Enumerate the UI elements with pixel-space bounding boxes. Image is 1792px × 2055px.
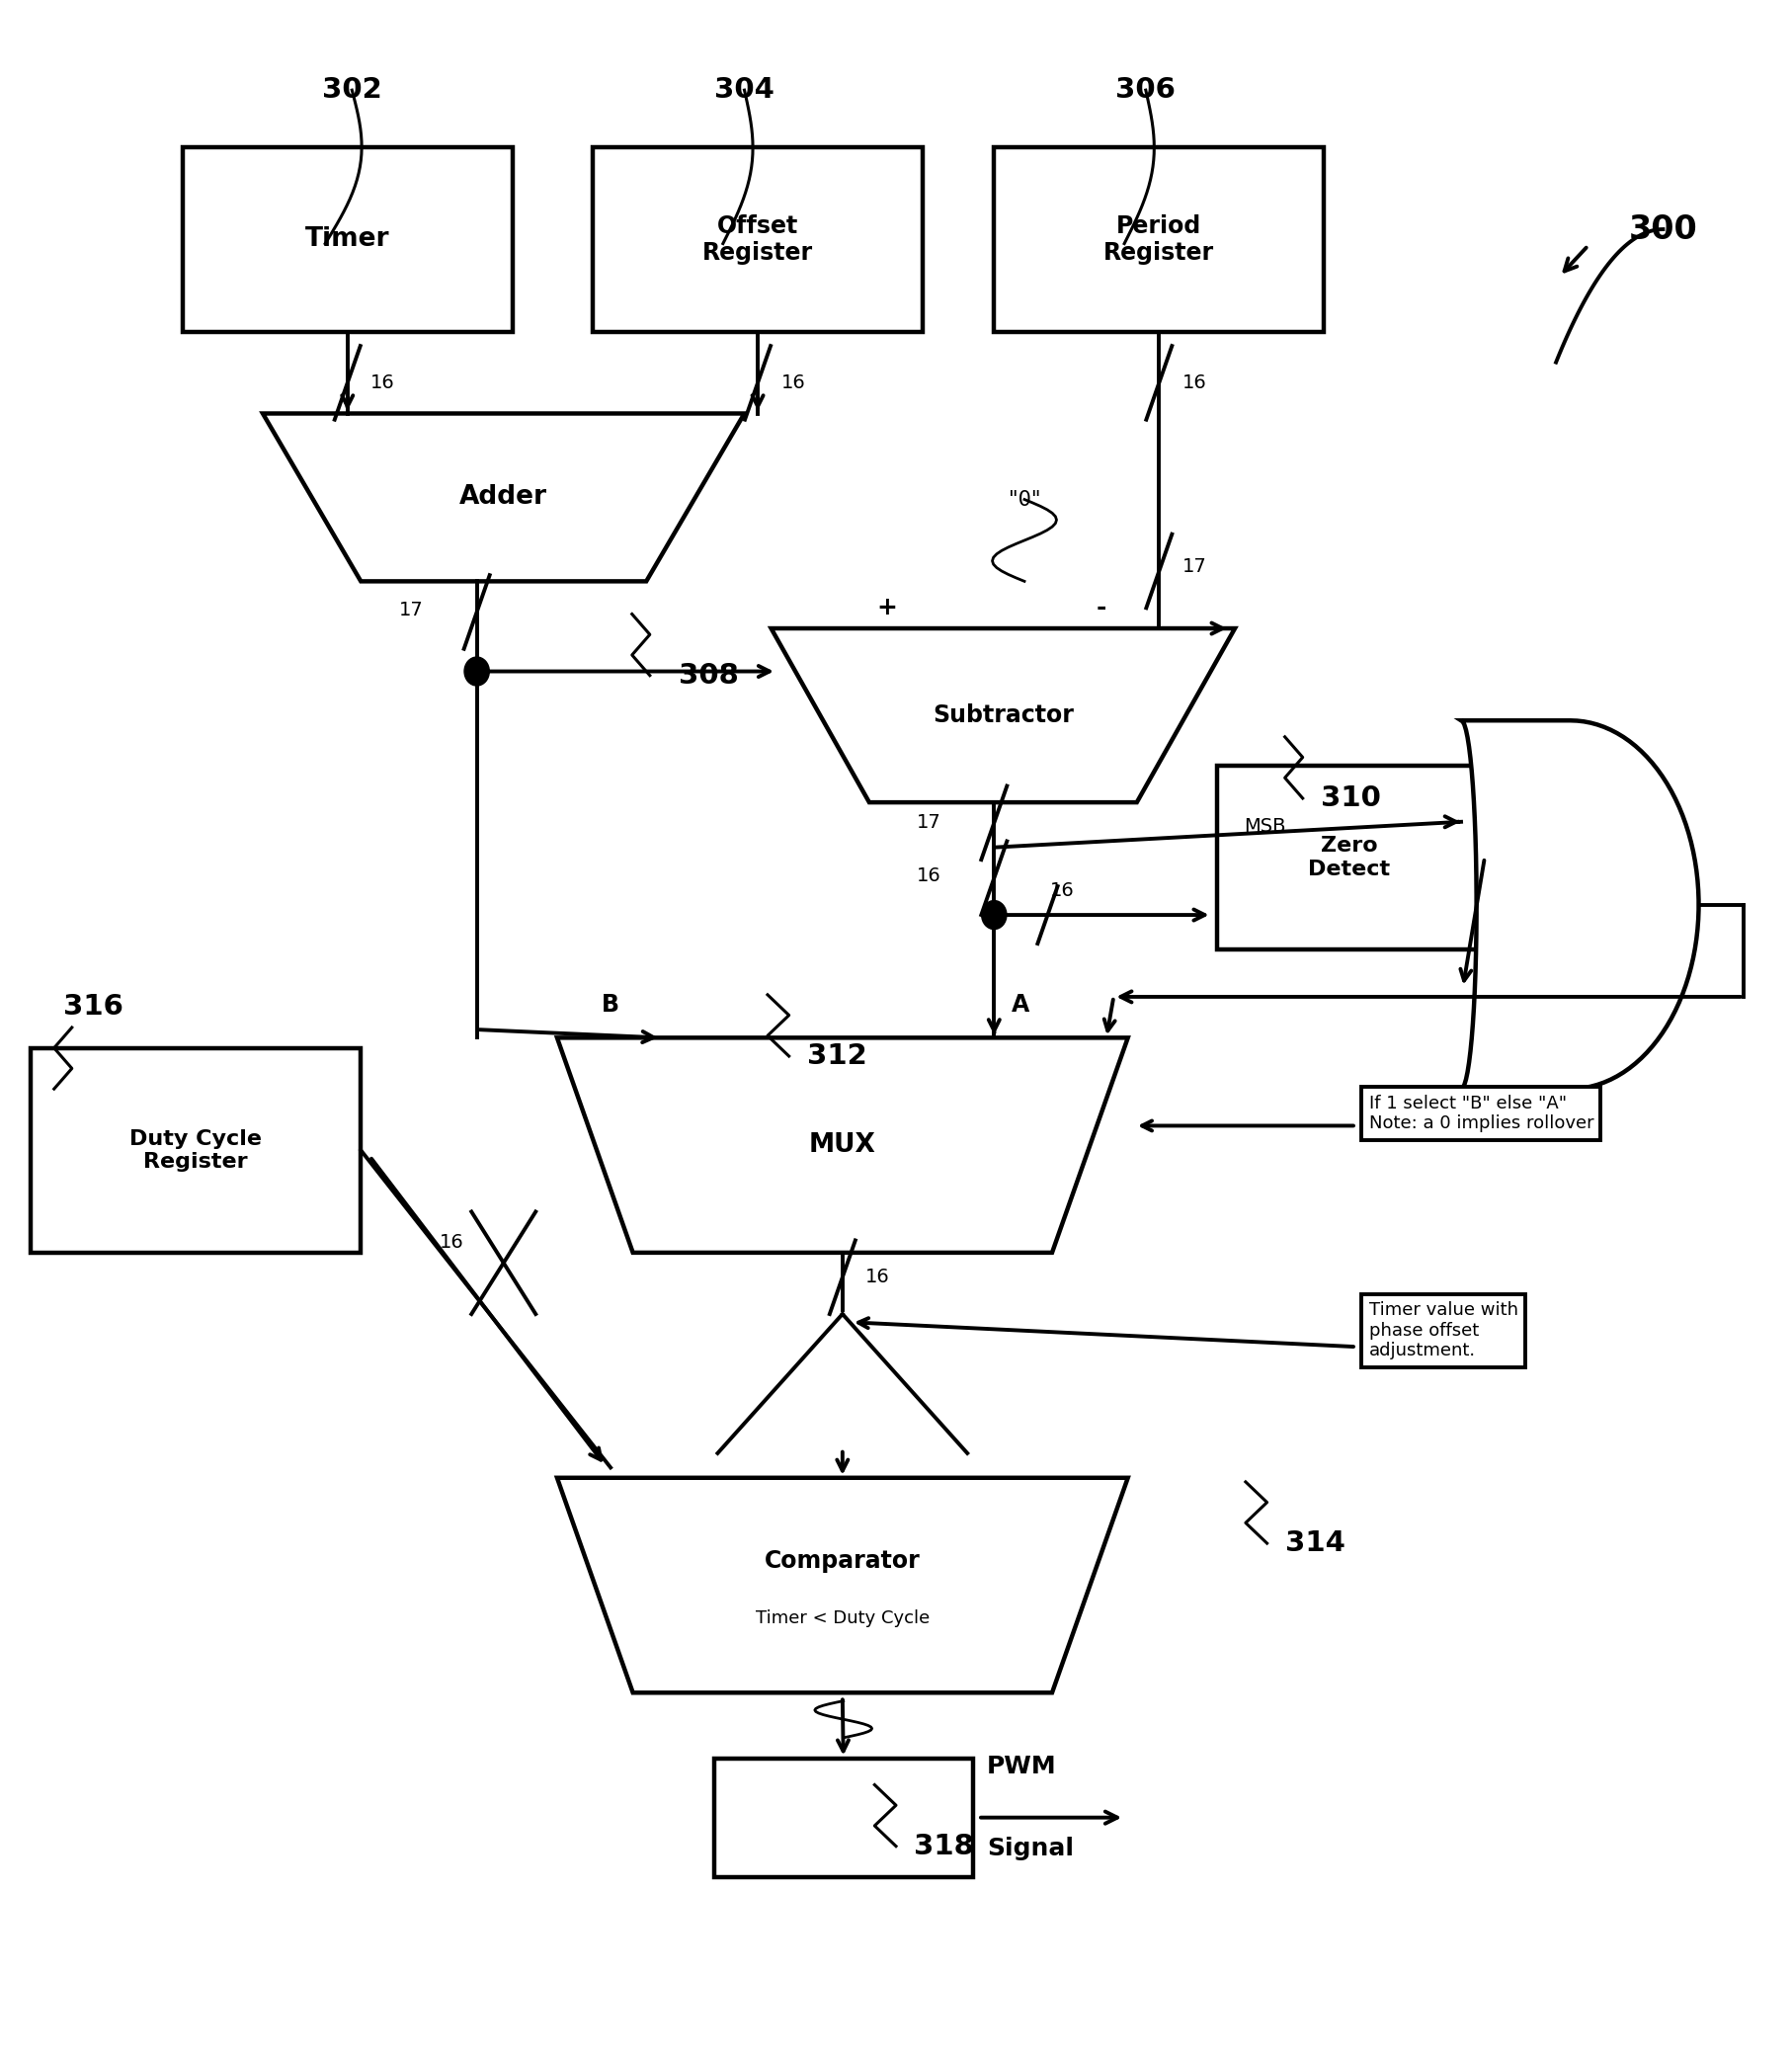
Text: 300: 300	[1629, 214, 1697, 245]
Text: +: +	[876, 596, 898, 621]
Text: 306: 306	[1116, 76, 1176, 105]
Text: 16: 16	[1050, 882, 1073, 900]
Text: 16: 16	[866, 1268, 891, 1286]
Text: If 1 select "B" else "A"
Note: a 0 implies rollover: If 1 select "B" else "A" Note: a 0 impli…	[1369, 1095, 1593, 1132]
Polygon shape	[1460, 721, 1699, 1089]
Text: 16: 16	[1183, 374, 1206, 393]
Text: Adder: Adder	[459, 485, 548, 510]
Circle shape	[464, 658, 489, 686]
Text: A: A	[1012, 993, 1030, 1017]
Polygon shape	[263, 413, 744, 582]
Text: 318: 318	[914, 1833, 973, 1860]
Bar	[1217, 767, 1480, 949]
Bar	[995, 148, 1324, 331]
Text: 16: 16	[439, 1233, 464, 1251]
Text: 312: 312	[806, 1042, 867, 1071]
Text: Zero
Detect: Zero Detect	[1308, 836, 1391, 880]
Bar	[30, 1048, 360, 1254]
Text: 304: 304	[715, 76, 774, 105]
Text: 17: 17	[1183, 557, 1206, 575]
Text: 17: 17	[916, 814, 941, 832]
Text: Comparator: Comparator	[765, 1549, 921, 1572]
Text: 17: 17	[400, 600, 423, 619]
Bar	[183, 148, 513, 331]
Text: -: -	[1097, 596, 1106, 621]
Text: PWM: PWM	[987, 1755, 1057, 1778]
Text: 308: 308	[679, 662, 738, 688]
Text: MSB: MSB	[1244, 818, 1287, 836]
Text: 16: 16	[781, 374, 805, 393]
Text: Timer: Timer	[305, 226, 389, 253]
Circle shape	[982, 900, 1007, 929]
Bar	[713, 1759, 973, 1876]
Polygon shape	[557, 1038, 1127, 1254]
Text: Timer < Duty Cycle: Timer < Duty Cycle	[756, 1609, 930, 1628]
Polygon shape	[771, 629, 1235, 801]
Text: Subtractor: Subtractor	[932, 703, 1073, 727]
Text: 316: 316	[63, 993, 124, 1021]
Text: 16: 16	[371, 374, 394, 393]
Text: B: B	[602, 993, 620, 1017]
Text: Offset
Register: Offset Register	[702, 214, 814, 265]
Text: 314: 314	[1285, 1529, 1346, 1558]
Text: 16: 16	[916, 867, 941, 886]
Text: Timer value with
phase offset
adjustment.: Timer value with phase offset adjustment…	[1369, 1301, 1518, 1360]
Bar	[593, 148, 923, 331]
Text: Period
Register: Period Register	[1104, 214, 1215, 265]
Text: MUX: MUX	[808, 1132, 876, 1159]
Text: Duty Cycle
Register: Duty Cycle Register	[129, 1128, 262, 1171]
Text: Signal: Signal	[987, 1837, 1073, 1860]
Text: 302: 302	[323, 76, 382, 105]
Text: "0": "0"	[1009, 489, 1041, 510]
Text: 310: 310	[1321, 785, 1380, 812]
Polygon shape	[557, 1478, 1127, 1693]
